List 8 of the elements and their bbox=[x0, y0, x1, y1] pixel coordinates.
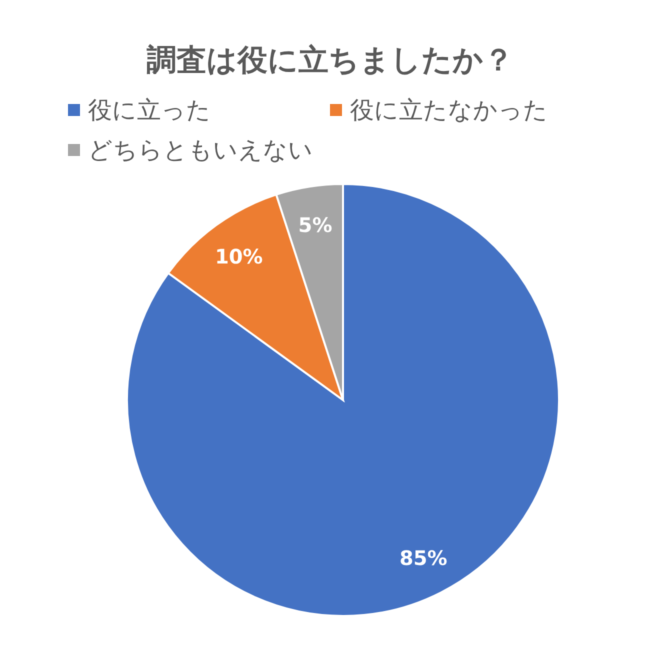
data-label: 85% bbox=[399, 546, 448, 570]
legend-label: 役に立たなかった bbox=[350, 95, 548, 126]
chart-title: 調査は役に立ちましたか？ bbox=[146, 42, 514, 80]
data-label: 5% bbox=[298, 213, 332, 238]
legend-label: どちらともいえない bbox=[88, 135, 313, 166]
legend-label: 役に立った bbox=[88, 95, 211, 126]
data-label: 10% bbox=[214, 244, 263, 269]
pie-slice bbox=[126, 183, 560, 617]
